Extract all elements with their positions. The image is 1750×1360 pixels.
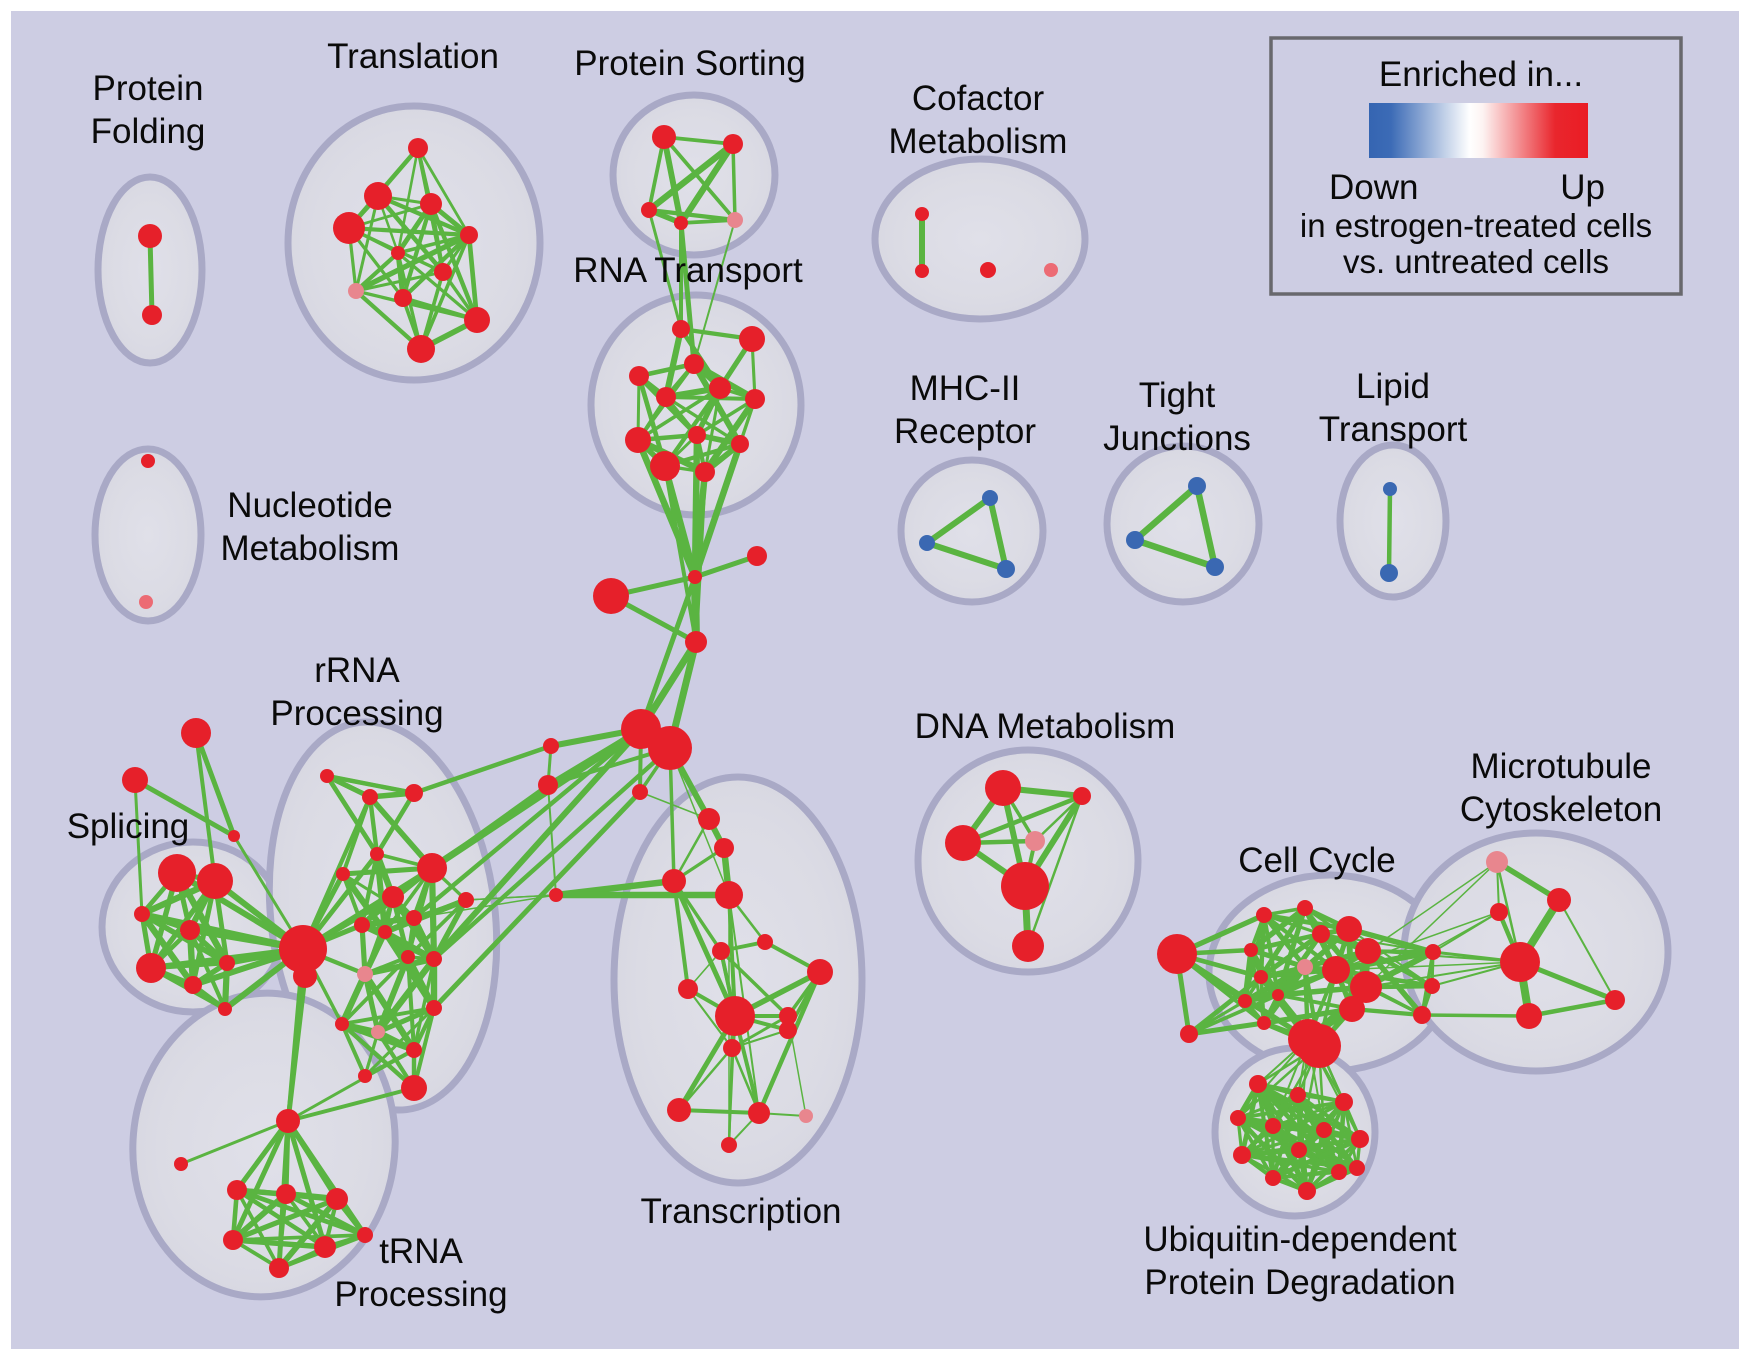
svg-text:rRNA: rRNA xyxy=(314,651,400,690)
svg-text:Metabolism: Metabolism xyxy=(221,529,400,568)
svg-text:Nucleotide: Nucleotide xyxy=(227,486,392,525)
svg-text:Protein Sorting: Protein Sorting xyxy=(574,44,806,83)
svg-text:Ubiquitin-dependent: Ubiquitin-dependent xyxy=(1143,1220,1457,1259)
svg-text:Microtubule: Microtubule xyxy=(1471,747,1652,786)
svg-text:Cytoskeleton: Cytoskeleton xyxy=(1460,790,1662,829)
svg-text:Transport: Transport xyxy=(1319,410,1468,449)
svg-text:Enriched in...: Enriched in... xyxy=(1379,55,1583,94)
svg-text:Splicing: Splicing xyxy=(67,807,190,846)
svg-text:vs. untreated cells: vs. untreated cells xyxy=(1343,243,1609,280)
svg-text:Protein Degradation: Protein Degradation xyxy=(1144,1263,1455,1302)
svg-text:Junctions: Junctions xyxy=(1103,419,1251,458)
svg-text:Up: Up xyxy=(1560,168,1605,207)
svg-text:in estrogen-treated cells: in estrogen-treated cells xyxy=(1300,207,1652,244)
svg-text:Cell Cycle: Cell Cycle xyxy=(1238,841,1396,880)
svg-text:Processing: Processing xyxy=(270,694,443,733)
svg-text:Folding: Folding xyxy=(91,112,206,151)
svg-text:tRNA: tRNA xyxy=(379,1232,463,1271)
svg-text:Metabolism: Metabolism xyxy=(889,122,1068,161)
svg-text:Transcription: Transcription xyxy=(641,1192,842,1231)
svg-text:MHC-II: MHC-II xyxy=(910,369,1021,408)
svg-text:DNA Metabolism: DNA Metabolism xyxy=(915,707,1176,746)
svg-text:Lipid: Lipid xyxy=(1356,367,1430,406)
svg-text:Receptor: Receptor xyxy=(894,412,1036,451)
svg-text:Down: Down xyxy=(1329,168,1418,207)
svg-text:Tight: Tight xyxy=(1139,376,1216,415)
svg-text:Protein: Protein xyxy=(93,69,204,108)
svg-text:Translation: Translation xyxy=(327,37,499,76)
svg-text:RNA Transport: RNA Transport xyxy=(573,251,803,290)
svg-text:Cofactor: Cofactor xyxy=(912,79,1045,118)
svg-text:Processing: Processing xyxy=(334,1275,507,1314)
